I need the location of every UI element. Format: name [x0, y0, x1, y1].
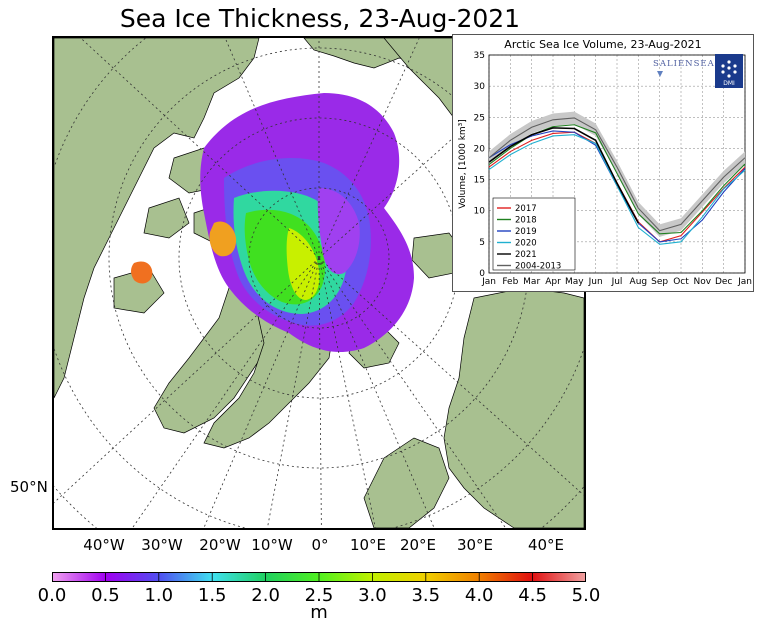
- y-tick-label: 30: [474, 82, 486, 92]
- legend-label: 2020: [515, 239, 537, 249]
- y-tick-label: 20: [474, 144, 486, 154]
- x-tick-label: Jan: [481, 277, 496, 287]
- dmi-logo-star: [727, 74, 731, 78]
- polar-map: [54, 38, 584, 528]
- y-tick-label: 35: [474, 51, 485, 61]
- lon-label: 10°W: [251, 536, 293, 554]
- map-title: Sea Ice Thickness, 23-Aug-2021: [119, 4, 521, 33]
- x-tick-label: Feb: [502, 277, 518, 287]
- colorbar-tick-label: 3.5: [411, 585, 441, 606]
- lat-label-50n: 50°N: [10, 478, 48, 496]
- legend-label: 2004-2013: [515, 262, 561, 272]
- dmi-logo: [715, 54, 743, 88]
- colorbar-tick-label: 2.5: [304, 585, 334, 606]
- legend-label: 2018: [515, 216, 537, 226]
- legend-label: 2021: [515, 250, 537, 260]
- logo-text: SALIENSEAS: [653, 59, 722, 69]
- lon-label: 40°E: [527, 536, 565, 554]
- x-tick-label: Jul: [611, 277, 623, 287]
- lon-label: 0°: [311, 536, 329, 554]
- inset-chart-title: Arctic Sea Ice Volume, 23-Aug-2021: [504, 38, 702, 51]
- y-tick-label: 15: [474, 176, 485, 186]
- lon-label: 30°W: [141, 536, 183, 554]
- series-line: [488, 134, 746, 245]
- dmi-logo-star: [727, 60, 731, 64]
- logo-marker-icon: [657, 71, 663, 77]
- colorbar-tick-label: 0.0: [37, 585, 67, 606]
- colorbar-tick-label: 1.5: [197, 585, 227, 606]
- colorbar-ticks: [52, 572, 586, 582]
- colorbar-tick-label: 4.0: [464, 585, 494, 606]
- y-tick-label: 0: [479, 269, 485, 279]
- x-tick-label: Apr: [545, 277, 561, 287]
- dmi-logo-star: [721, 64, 725, 68]
- dmi-logo-text: DMI: [723, 80, 735, 87]
- lon-label: 20°W: [199, 536, 241, 554]
- series-line: [488, 127, 640, 224]
- lon-label: 40°W: [83, 536, 125, 554]
- colorbar-tick-label: 2.0: [251, 585, 280, 606]
- dmi-logo-star: [733, 70, 737, 74]
- x-tick-label: Sep: [651, 277, 668, 287]
- inset-chart: Arctic Sea Ice Volume, 23-Aug-2021 0 5 10 1…: [452, 34, 754, 292]
- dmi-logo-star: [721, 70, 725, 74]
- colorbar-tick-label: 5.0: [571, 585, 601, 606]
- sea-ice: [131, 93, 414, 353]
- lon-label: 30°E: [456, 536, 494, 554]
- x-tick-label: Jun: [588, 277, 603, 287]
- series-line: [488, 117, 746, 232]
- y-axis-label: Volume, [1000 km³]: [458, 119, 468, 209]
- y-tick-label: 10: [474, 207, 486, 217]
- colorbar-tick-label: 4.5: [518, 585, 547, 606]
- x-tick-label: Dec: [715, 277, 732, 287]
- x-tick-label: Oct: [673, 277, 689, 287]
- x-tick-label: Nov: [694, 277, 712, 287]
- legend-label: 2019: [515, 227, 537, 237]
- colorbar-tick-label: 1.0: [144, 585, 174, 606]
- y-tick-label: 25: [474, 113, 485, 123]
- legend-box: [492, 197, 576, 271]
- lon-label: 10°E: [349, 536, 387, 554]
- x-tick-label: May: [565, 277, 584, 287]
- colorbar-tick-label: 0.5: [91, 585, 120, 606]
- x-tick-label: Aug: [630, 277, 648, 287]
- volume-chart: 0 5 10 15 20 25 30 35 Jan Feb Mar Apr May Jun Jul Aug Se…: [458, 51, 752, 287]
- y-tick-label: 5: [479, 238, 485, 248]
- dmi-logo-star: [727, 66, 731, 70]
- colorbar-unit: m: [310, 602, 328, 623]
- x-tick-label: Mar: [523, 277, 540, 287]
- colorbar-tick-label: 3.0: [358, 585, 387, 606]
- lon-label: 20°E: [399, 536, 437, 554]
- dmi-logo-star: [733, 64, 737, 68]
- x-tick-label: Jan: [737, 277, 752, 287]
- legend-label: 2017: [515, 204, 537, 214]
